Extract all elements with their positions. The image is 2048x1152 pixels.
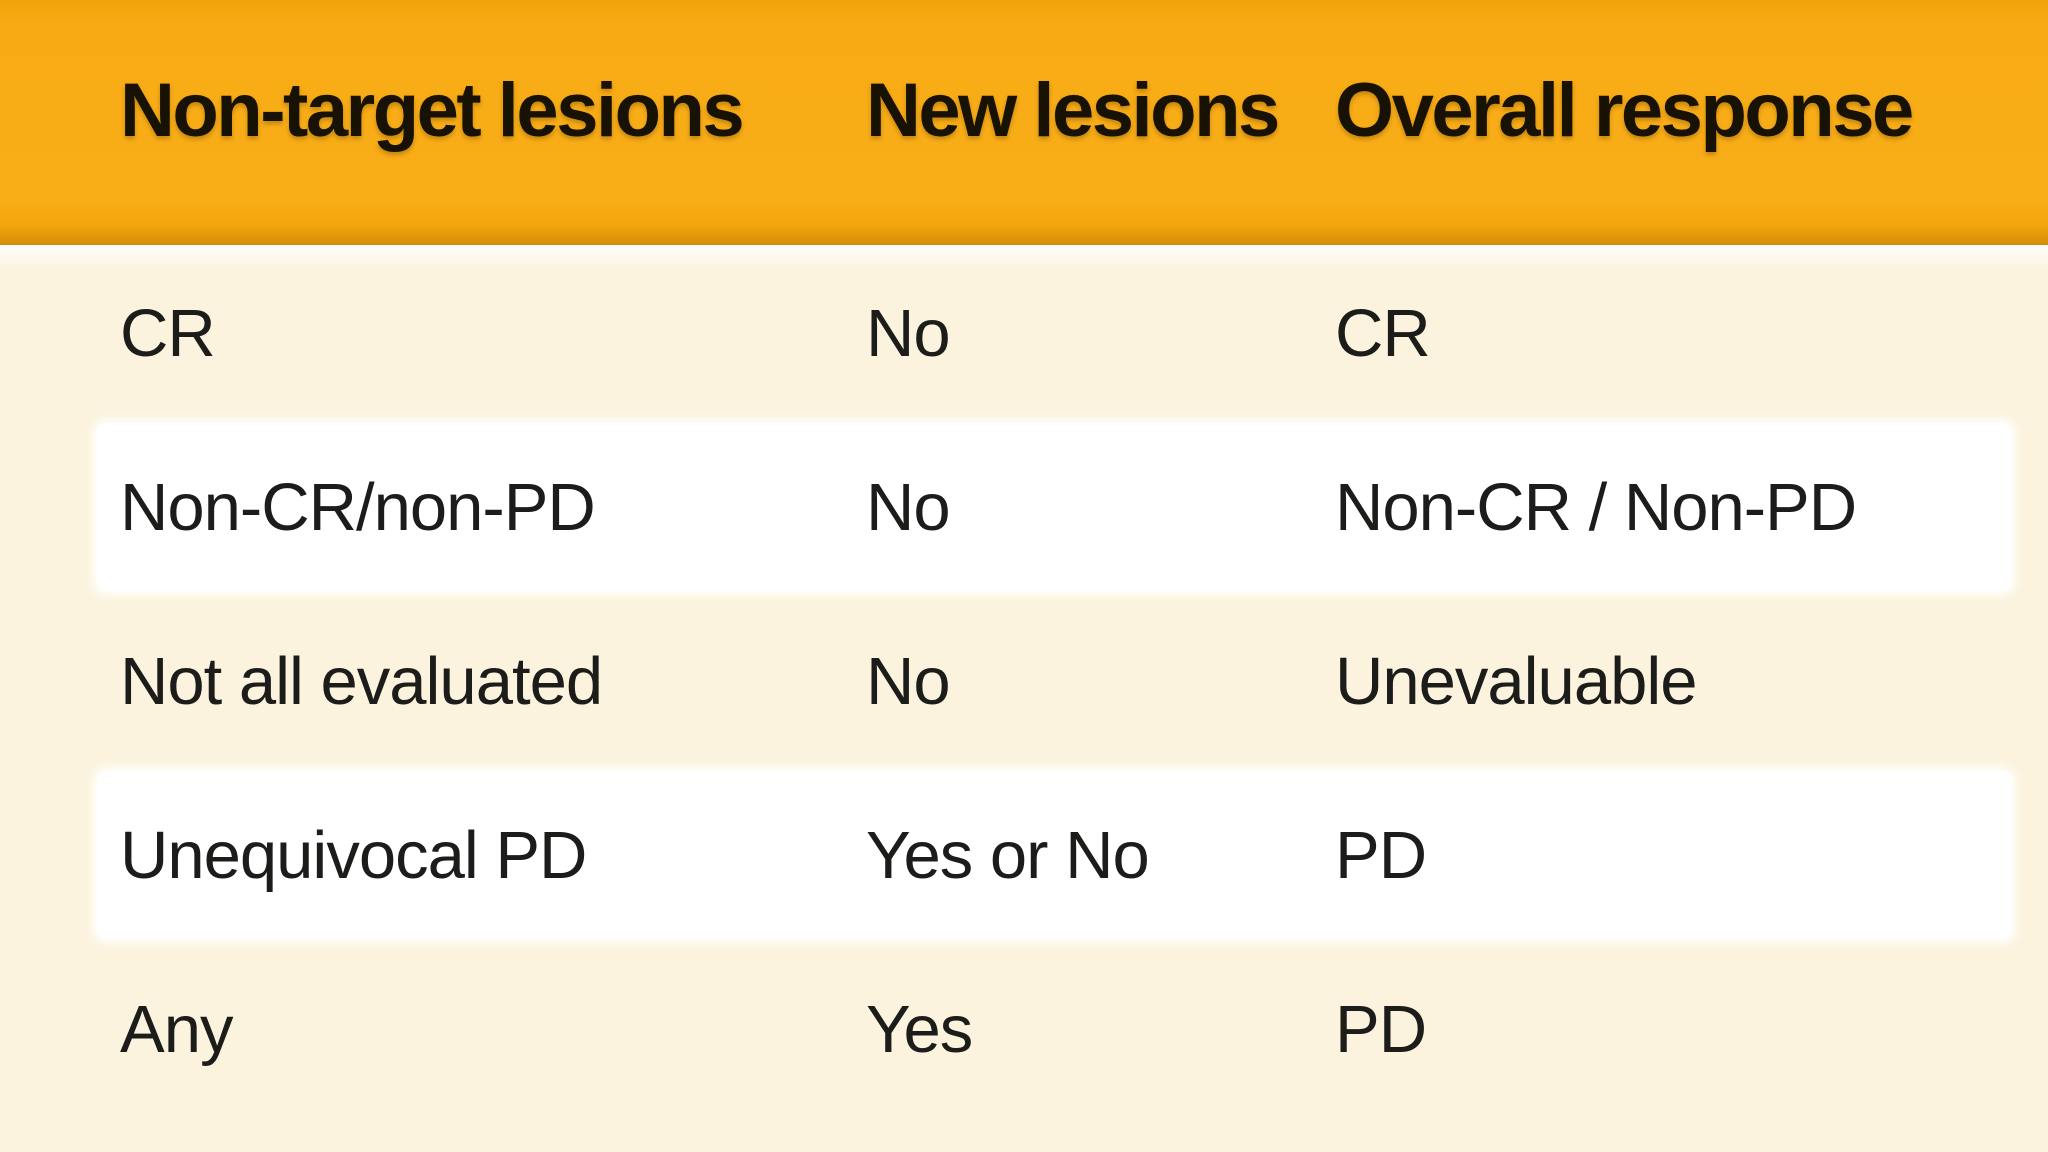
row-highlight-stripe — [97, 771, 2012, 939]
cell-non-target-lesions: Not all evaluated — [120, 643, 603, 719]
column-header-overall-response: Overall response — [1335, 67, 1914, 153]
cell-overall-response: PD — [1335, 817, 1427, 893]
column-header-new-lesions: New lesions — [866, 67, 1280, 153]
header-divider — [0, 245, 2048, 269]
cell-new-lesions: No — [866, 643, 951, 719]
cell-non-target-lesions: Any — [120, 991, 233, 1067]
row-highlight-stripe — [97, 423, 2012, 591]
cell-non-target-lesions: Unequivocal PD — [120, 817, 587, 893]
table-row: Non-CR/non-PD No Non-CR / Non-PD — [0, 420, 2048, 594]
cell-new-lesions: No — [866, 295, 951, 371]
cell-new-lesions: Yes — [866, 991, 973, 1067]
cell-overall-response: Non-CR / Non-PD — [1335, 469, 1857, 545]
cell-overall-response: PD — [1335, 991, 1427, 1067]
cell-non-target-lesions: Non-CR/non-PD — [120, 469, 596, 545]
column-header-non-target-lesions: Non-target lesions — [120, 67, 745, 153]
cell-overall-response: CR — [1335, 295, 1431, 371]
table-row: Unequivocal PD Yes or No PD — [0, 768, 2048, 942]
table-row: CR No CR — [0, 246, 2048, 420]
table-header-band: Non-target lesions New lesions Overall r… — [0, 0, 2048, 245]
cell-non-target-lesions: CR — [120, 295, 216, 371]
cell-new-lesions: Yes or No — [866, 817, 1150, 893]
table-row: Not all evaluated No Unevaluable — [0, 594, 2048, 768]
table-row: Any Yes PD — [0, 942, 2048, 1116]
cell-overall-response: Unevaluable — [1335, 643, 1697, 719]
cell-new-lesions: No — [866, 469, 951, 545]
